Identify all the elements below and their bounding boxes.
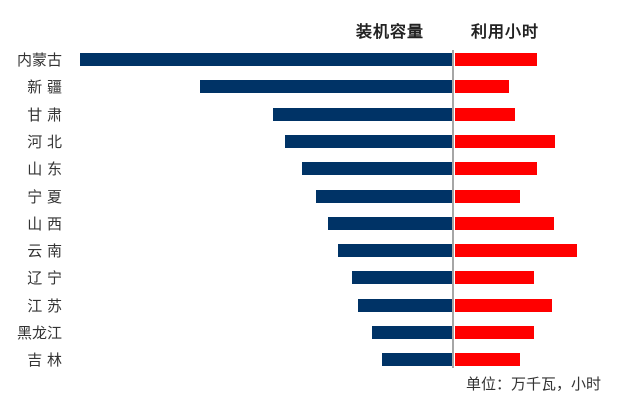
capacity-bar: [316, 189, 452, 203]
hours-bar: [455, 271, 534, 285]
header-capacity: 装机容量: [356, 22, 425, 41]
chart-row: 吉 林: [0, 351, 632, 370]
chart-row: 云 南: [0, 242, 632, 261]
chart-row: 河 北: [0, 132, 632, 151]
capacity-bar: [302, 162, 452, 176]
hours-bar: [455, 80, 509, 94]
category-label: 江 苏: [27, 296, 62, 315]
category-label: 黑龙江: [16, 324, 62, 342]
category-label: 山 西: [27, 214, 62, 233]
capacity-bar: [382, 353, 452, 367]
capacity-bar: [372, 326, 452, 339]
capacity-bar: [200, 80, 452, 94]
hours-bar: [455, 134, 555, 148]
capacity-bar: [285, 134, 452, 148]
capacity-bar: [352, 271, 452, 285]
category-label: 山 东: [27, 160, 62, 179]
category-label: 宁 夏: [27, 187, 62, 206]
chart-row: 山 东: [0, 160, 632, 179]
capacity-bar: [273, 107, 452, 121]
hours-bar: [455, 353, 520, 367]
hours-bar: [455, 326, 534, 339]
capacity-bar: [338, 244, 452, 258]
category-label: 辽 宁: [27, 269, 62, 288]
unit-note: 单位：万千瓦，小时: [466, 375, 602, 393]
category-label: 甘 肃: [27, 105, 62, 124]
hours-bar: [455, 216, 554, 230]
capacity-bar: [358, 298, 452, 312]
category-label: 新 疆: [27, 78, 62, 97]
chart-row: 甘 肃: [0, 105, 632, 124]
hours-bar: [455, 53, 537, 66]
category-label: 河 北: [27, 132, 62, 151]
category-label: 云 南: [27, 242, 62, 261]
chart-row: 江 苏: [0, 296, 632, 315]
category-label: 内蒙古: [16, 51, 62, 69]
header-hours: 利用小时: [471, 22, 540, 41]
hours-bar: [455, 162, 537, 176]
chart-row: 山 西: [0, 214, 632, 233]
chart-row: 黑龙江: [0, 324, 632, 342]
hours-bar: [455, 298, 552, 312]
hours-bar: [455, 189, 520, 203]
category-label: 吉 林: [27, 351, 62, 370]
chart-row: 辽 宁: [0, 269, 632, 288]
hours-bar: [455, 244, 577, 258]
capacity-bar: [328, 216, 452, 230]
center-axis: [452, 50, 454, 368]
chart-row: 内蒙古: [0, 51, 632, 69]
capacity-bar: [80, 53, 452, 66]
chart-row: 宁 夏: [0, 187, 632, 206]
hours-bar: [455, 107, 515, 121]
chart-row: 新 疆: [0, 78, 632, 97]
